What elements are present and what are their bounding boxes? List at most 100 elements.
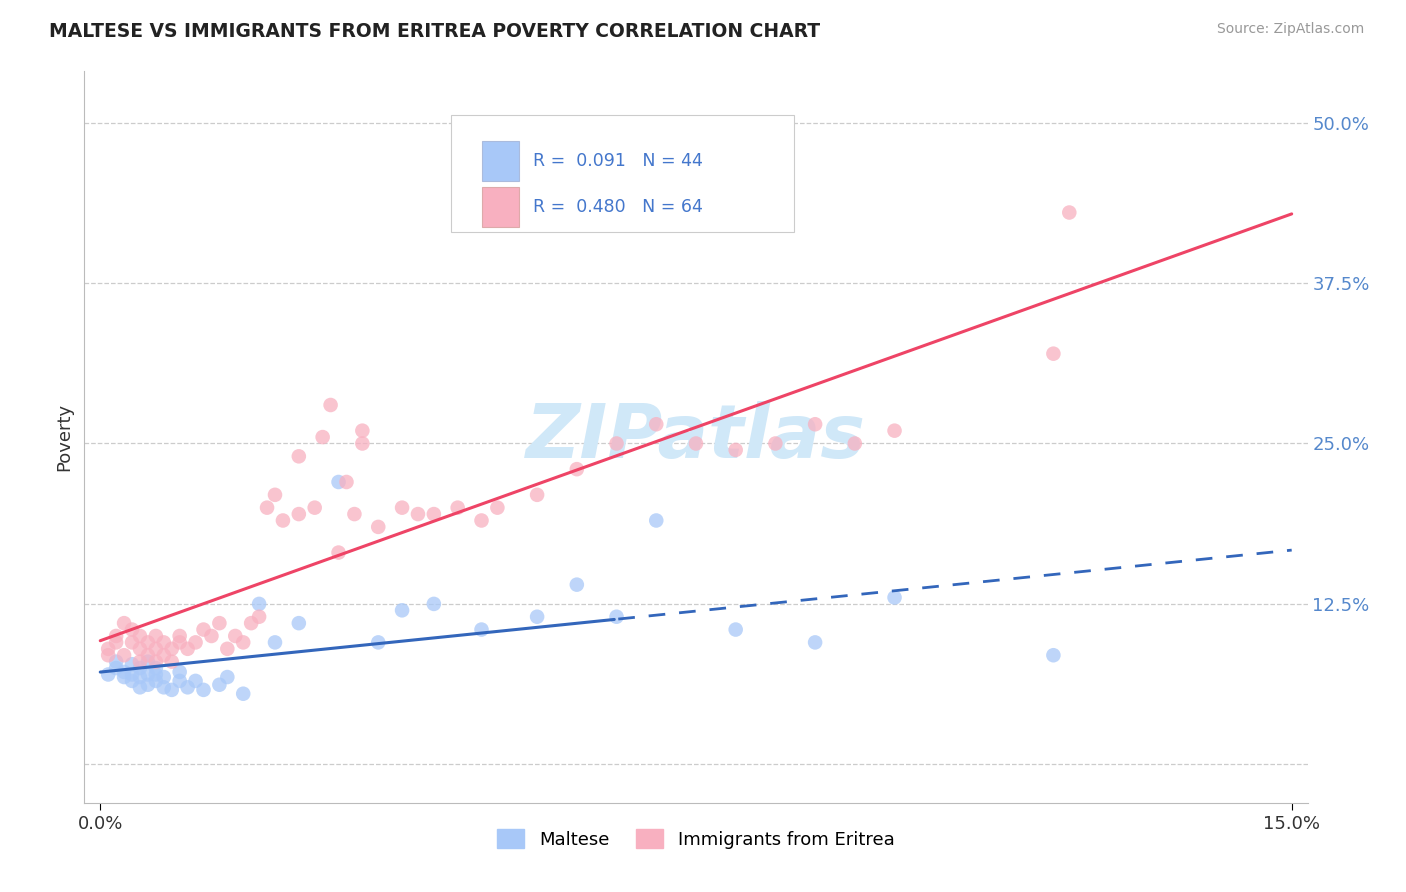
Point [152,648,174,663]
Point [129,641,152,656]
Point [224,629,246,643]
Point [145,629,167,643]
Text: MALTESE VS IMMIGRANTS FROM ERITREA POVERTY CORRELATION CHART: MALTESE VS IMMIGRANTS FROM ERITREA POVER… [49,22,820,41]
Point [176,681,198,695]
Point [264,635,287,649]
Point [208,616,231,631]
Point [136,667,159,681]
Point [1042,648,1064,663]
Point [232,687,254,701]
Point [112,616,135,631]
Point [145,641,167,656]
Point [136,635,159,649]
Point [391,603,413,617]
Point [311,430,333,444]
Point [121,667,143,681]
Point [200,629,222,643]
Point [288,507,311,521]
Point [145,673,167,688]
Text: Source: ZipAtlas.com: Source: ZipAtlas.com [1216,22,1364,37]
Point [352,424,374,438]
Point [97,648,120,663]
Text: R =  0.091   N = 44: R = 0.091 N = 44 [533,152,703,170]
Point [184,635,207,649]
FancyBboxPatch shape [482,187,519,227]
Point [565,462,588,476]
Y-axis label: Poverty: Poverty [55,403,73,471]
Point [145,655,167,669]
Legend: Maltese, Immigrants from Eritrea: Maltese, Immigrants from Eritrea [491,822,901,856]
Point [160,641,183,656]
Point [176,641,198,656]
Point [169,665,191,679]
Point [112,648,135,663]
Point [288,450,311,464]
Point [152,635,174,649]
Point [526,488,548,502]
Point [247,597,270,611]
Point [526,609,548,624]
Point [121,623,143,637]
Point [486,500,509,515]
Point [129,661,152,675]
Point [112,670,135,684]
Point [136,678,159,692]
Point [470,623,492,637]
Point [256,500,278,515]
Point [328,475,350,489]
Point [152,681,174,695]
Point [423,507,446,521]
Point [208,678,231,692]
Point [193,623,215,637]
Point [264,488,287,502]
Point [804,635,827,649]
Point [240,616,263,631]
Point [328,545,350,559]
Point [763,436,786,450]
Point [367,635,389,649]
Point [97,667,120,681]
Point [319,398,342,412]
Point [145,661,167,675]
Point [169,673,191,688]
Point [724,442,747,457]
Point [169,635,191,649]
Point [129,629,152,643]
Point [685,436,707,450]
Point [1059,205,1081,219]
Point [883,424,905,438]
Point [129,655,152,669]
Point [112,665,135,679]
FancyBboxPatch shape [482,141,519,181]
Point [645,514,668,528]
Point [367,520,389,534]
Point [565,577,588,591]
Point [247,609,270,624]
Text: ZIPatlas: ZIPatlas [526,401,866,474]
Point [97,641,120,656]
Point [136,655,159,669]
Point [160,682,183,697]
Point [121,635,143,649]
Point [304,500,326,515]
Point [391,500,413,515]
Point [343,507,366,521]
Point [217,670,239,684]
Point [129,670,152,684]
Point [105,629,128,643]
Point [352,436,374,450]
Point [121,673,143,688]
Point [217,641,239,656]
Point [105,655,128,669]
Point [193,682,215,697]
FancyBboxPatch shape [451,115,794,232]
Point [1042,346,1064,360]
Point [129,681,152,695]
Point [335,475,357,489]
Point [844,436,866,450]
Point [804,417,827,432]
Point [184,673,207,688]
Point [470,514,492,528]
Point [145,667,167,681]
Point [105,661,128,675]
